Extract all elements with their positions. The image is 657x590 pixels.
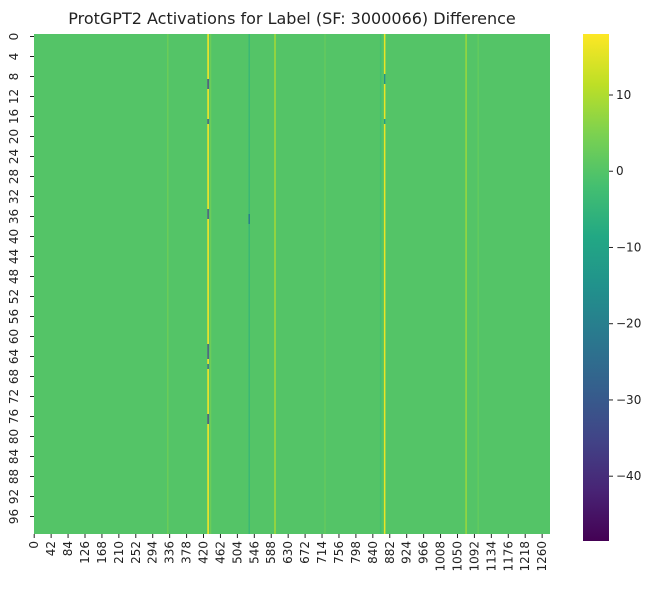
y-tick-label: 32 bbox=[7, 189, 21, 204]
chart-title: ProtGPT2 Activations for Label (SF: 3000… bbox=[68, 9, 516, 28]
colorbar-gradient bbox=[583, 34, 609, 541]
y-tick-label: 88 bbox=[7, 469, 21, 484]
heatmap-cell bbox=[248, 214, 250, 219]
y-tick-label: 4 bbox=[7, 53, 21, 61]
x-tick-label: 1008 bbox=[434, 541, 448, 572]
x-tick-label: 882 bbox=[383, 541, 397, 564]
heatmap-column bbox=[383, 34, 386, 534]
heatmap-column bbox=[324, 34, 326, 534]
x-tick-label: 252 bbox=[129, 541, 143, 564]
heatmap-cell bbox=[207, 349, 209, 354]
heatmap-background bbox=[34, 34, 550, 534]
heatmap-column bbox=[207, 34, 209, 534]
x-axis: 0 42 84 126 168 210 252 294 336 378 420 462 504 546 58… bbox=[27, 534, 549, 572]
y-tick-label: 52 bbox=[7, 289, 21, 304]
x-tick-label: 1176 bbox=[501, 541, 515, 572]
x-tick-label: 798 bbox=[349, 541, 363, 564]
y-tick-label: 84 bbox=[7, 449, 21, 464]
heatmap-cell bbox=[207, 344, 209, 349]
colorbar: 10 0 −10 −20 −30 −40 bbox=[583, 34, 641, 541]
heatmap-cell bbox=[207, 79, 209, 84]
colorbar-tick-label: −30 bbox=[616, 393, 641, 407]
y-tick-label: 80 bbox=[7, 429, 21, 444]
heatmap-cell bbox=[207, 84, 209, 89]
heatmap-column bbox=[209, 34, 212, 534]
x-tick-label: 0 bbox=[27, 541, 41, 549]
x-tick-label: 84 bbox=[61, 541, 75, 556]
colorbar-tick-label: 0 bbox=[616, 164, 624, 178]
y-tick-label: 96 bbox=[7, 509, 21, 524]
heatmap-column bbox=[248, 34, 250, 534]
colorbar-tick-label: 10 bbox=[616, 88, 631, 102]
x-tick-label: 756 bbox=[332, 541, 346, 564]
heatmap-column bbox=[477, 34, 479, 534]
x-tick-label: 294 bbox=[146, 541, 160, 564]
heatmap-cell bbox=[207, 364, 209, 369]
x-tick-label: 546 bbox=[247, 541, 261, 564]
x-tick-label: 126 bbox=[78, 541, 92, 564]
heatmap-column bbox=[465, 34, 467, 534]
heatmap-cell bbox=[248, 219, 250, 224]
x-tick-label: 966 bbox=[417, 541, 431, 564]
x-tick-label: 1134 bbox=[484, 541, 498, 572]
y-tick-label: 28 bbox=[7, 169, 21, 184]
x-tick-label: 504 bbox=[230, 541, 244, 564]
colorbar-ticks: 10 0 −10 −20 −30 −40 bbox=[609, 88, 641, 483]
heatmap-column bbox=[167, 34, 169, 534]
x-tick-label: 1050 bbox=[450, 541, 464, 572]
x-tick-label: 588 bbox=[264, 541, 278, 564]
heatmap-cell bbox=[207, 119, 209, 124]
heatmap-cell bbox=[207, 419, 209, 424]
y-tick-label: 8 bbox=[7, 73, 21, 81]
y-tick-label: 24 bbox=[7, 149, 21, 164]
x-tick-label: 378 bbox=[180, 541, 194, 564]
x-tick-label: 714 bbox=[315, 541, 329, 564]
y-tick-label: 36 bbox=[7, 209, 21, 224]
y-tick-label: 12 bbox=[7, 89, 21, 104]
heatmap-cell bbox=[207, 214, 209, 219]
colorbar-tick-label: −40 bbox=[616, 469, 641, 483]
y-tick-label: 44 bbox=[7, 249, 21, 264]
y-tick-label: 76 bbox=[7, 409, 21, 424]
x-tick-label: 420 bbox=[197, 541, 211, 564]
heatmap-cell bbox=[207, 354, 209, 359]
y-tick-label: 56 bbox=[7, 309, 21, 324]
y-tick-label: 48 bbox=[7, 269, 21, 284]
y-tick-label: 16 bbox=[7, 109, 21, 124]
y-tick-label: 20 bbox=[7, 129, 21, 144]
heatmap-cell bbox=[207, 414, 209, 419]
y-tick-label: 92 bbox=[7, 489, 21, 504]
x-tick-label: 1092 bbox=[467, 541, 481, 572]
heatmap-cell bbox=[383, 119, 386, 124]
x-tick-label: 42 bbox=[44, 541, 58, 556]
heatmap-cell bbox=[207, 209, 209, 214]
x-tick-label: 168 bbox=[95, 541, 109, 564]
y-tick-label: 0 bbox=[7, 33, 21, 41]
colorbar-tick-label: −10 bbox=[616, 240, 641, 254]
heatmap-area bbox=[34, 34, 550, 534]
x-tick-label: 840 bbox=[366, 541, 380, 564]
x-tick-label: 630 bbox=[281, 541, 295, 564]
x-tick-label: 336 bbox=[163, 541, 177, 564]
heatmap-column bbox=[274, 34, 276, 534]
x-tick-label: 672 bbox=[298, 541, 312, 564]
x-tick-label: 210 bbox=[112, 541, 126, 564]
colorbar-tick-label: −20 bbox=[616, 317, 641, 331]
x-tick-label: 924 bbox=[400, 541, 414, 564]
x-tick-label: 1260 bbox=[535, 541, 549, 572]
y-tick-label: 72 bbox=[7, 389, 21, 404]
heatmap-column bbox=[379, 34, 382, 534]
y-tick-label: 60 bbox=[7, 329, 21, 344]
x-tick-label: 462 bbox=[213, 541, 227, 564]
x-tick-label: 1218 bbox=[518, 541, 532, 572]
y-axis: 0481216202428323640444852566064687276808… bbox=[7, 33, 34, 524]
heatmap-cell bbox=[383, 74, 386, 79]
y-tick-label: 40 bbox=[7, 229, 21, 244]
heatmap-cell bbox=[383, 79, 386, 84]
y-tick-label: 68 bbox=[7, 369, 21, 384]
y-tick-label: 64 bbox=[7, 349, 21, 364]
